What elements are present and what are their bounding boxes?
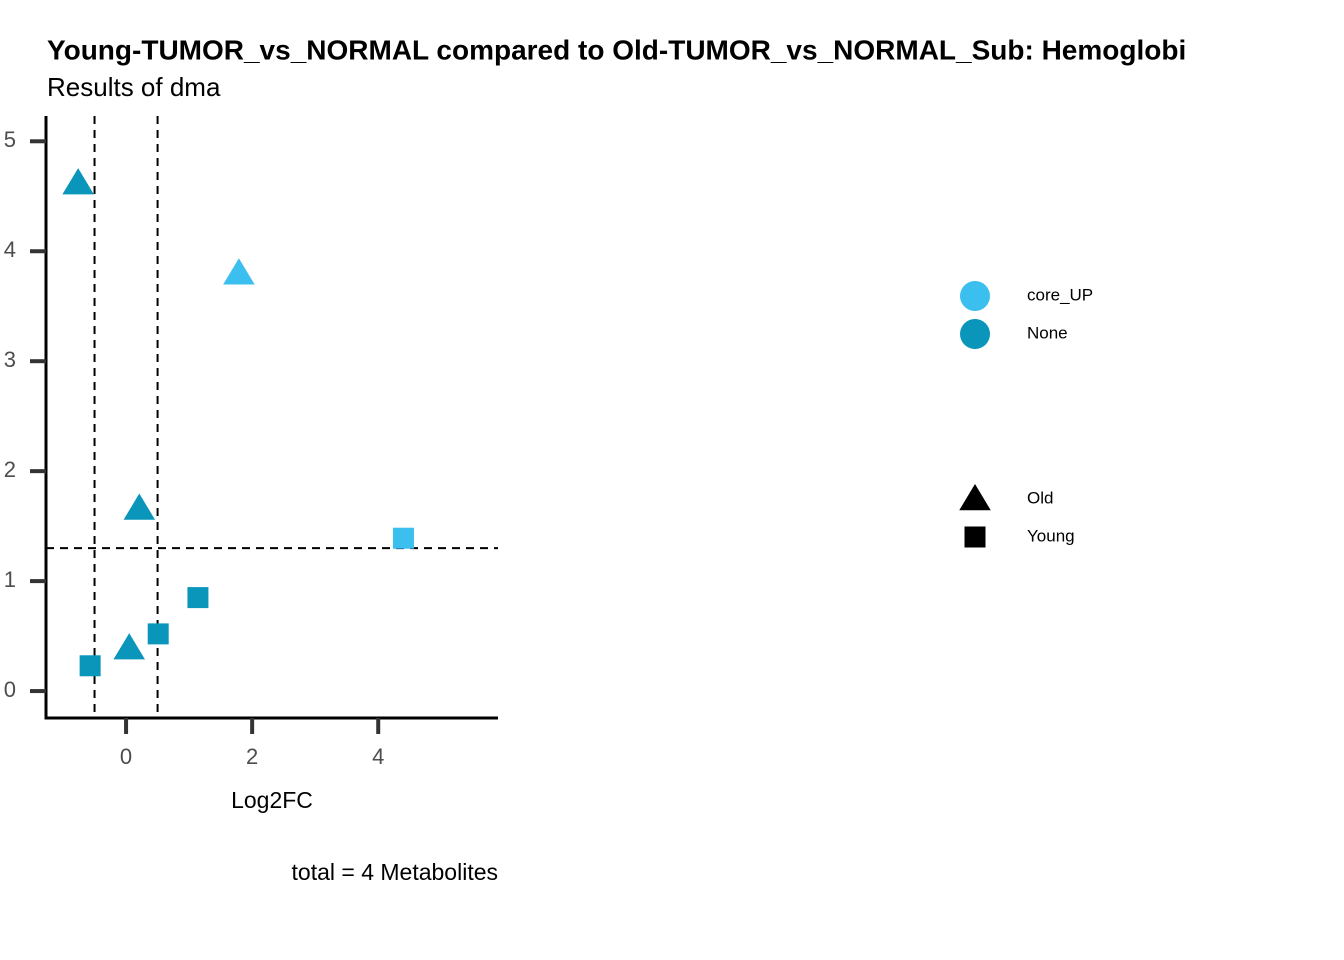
square-point bbox=[147, 623, 169, 645]
y-tick-label: 5 bbox=[4, 127, 16, 152]
y-tick-label: 2 bbox=[4, 457, 16, 482]
square-point bbox=[79, 655, 101, 677]
triangle-point bbox=[123, 493, 156, 520]
legend-label: Old bbox=[1027, 488, 1053, 507]
legend-color-key bbox=[960, 319, 990, 349]
legend-color-key bbox=[960, 281, 990, 311]
chart-subtitle: Results of dma bbox=[47, 72, 221, 102]
y-tick-label: 0 bbox=[4, 677, 16, 702]
square-point bbox=[964, 526, 986, 548]
y-tick-label: 1 bbox=[4, 567, 16, 592]
triangle-point bbox=[223, 258, 255, 285]
x-tick-label: 2 bbox=[246, 744, 258, 769]
square-point bbox=[392, 527, 414, 549]
x-tick-label: 4 bbox=[372, 744, 384, 769]
legend-label: core_UP bbox=[1027, 285, 1093, 304]
triangle-point bbox=[113, 633, 145, 660]
caption: total = 4 Metabolites bbox=[292, 859, 498, 885]
y-tick-label: 3 bbox=[4, 347, 16, 372]
chart-title: Young-TUMOR_vs_NORMAL compared to Old-TU… bbox=[47, 34, 1186, 65]
x-axis-label: Log2FC bbox=[231, 787, 313, 813]
legend-label: None bbox=[1027, 323, 1068, 342]
x-tick-label: 0 bbox=[120, 744, 132, 769]
square-point bbox=[187, 587, 209, 609]
y-tick-label: 4 bbox=[4, 237, 16, 262]
triangle-point bbox=[959, 484, 991, 511]
legend-label: Young bbox=[1027, 526, 1075, 545]
triangle-point bbox=[62, 168, 94, 195]
